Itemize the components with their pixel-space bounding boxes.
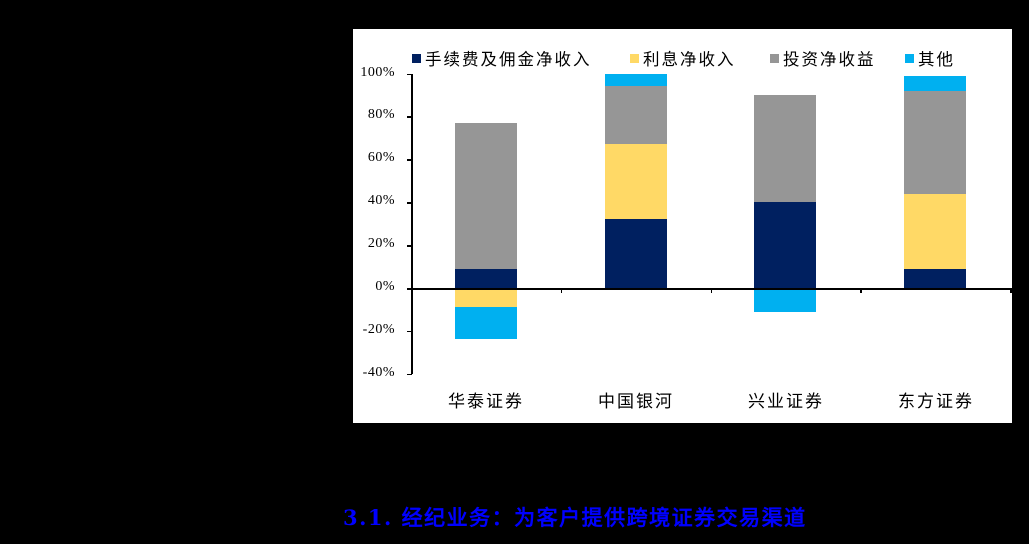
y-tick — [407, 373, 412, 376]
y-tick-label: 100% — [360, 64, 395, 80]
legend-item-investment: 投资净收益 — [770, 46, 876, 70]
legend-label: 投资净收益 — [783, 50, 876, 69]
bar-segment — [454, 307, 517, 340]
legend: 手续费及佣金净收入 利息净收入 投资净收益 其他 — [353, 46, 1012, 70]
bar-segment — [754, 202, 817, 288]
chart-panel: 手续费及佣金净收入 利息净收入 投资净收益 其他 100% 80% 60% 40% 20… — [353, 29, 1012, 423]
legend-swatch-yellow — [630, 53, 639, 63]
y-tick-label: 0% — [375, 279, 395, 294]
y-tick-label: 40% — [367, 193, 395, 209]
bar-segment — [604, 86, 667, 145]
y-tick — [407, 288, 412, 290]
bar-segment — [754, 288, 817, 312]
x-tick — [560, 288, 563, 293]
legend-label: 其他 — [918, 50, 955, 69]
bar-segment — [454, 122, 517, 269]
legend-label: 利息净收入 — [643, 50, 736, 69]
y-tick-label: -20% — [362, 321, 395, 337]
y-tick — [407, 116, 412, 118]
legend-swatch-navy — [412, 53, 421, 63]
y-axis — [411, 73, 413, 374]
y-tick — [407, 202, 412, 204]
y-tick — [407, 245, 412, 247]
legend-swatch-blue — [905, 53, 914, 63]
legend-item-fee-commission: 手续费及佣金净收入 — [412, 46, 592, 70]
bar-segment — [904, 193, 967, 269]
x-label-xingye: 兴业证券 — [748, 392, 824, 412]
y-tick-label: 20% — [367, 236, 395, 252]
y-tick — [407, 330, 412, 333]
legend-label: 手续费及佣金净收入 — [425, 50, 592, 69]
bar-segment — [904, 75, 967, 91]
bar-segment — [604, 144, 667, 220]
legend-item-interest: 利息净收入 — [630, 46, 736, 70]
bar-segment — [604, 219, 667, 288]
section-heading: 3.1. 经纪业务：为客户提供跨境证券交易渠道 — [343, 505, 807, 530]
y-tick-label: -40% — [362, 364, 395, 380]
x-tick — [710, 288, 712, 293]
bar-segment — [754, 94, 817, 203]
x-tick — [1010, 288, 1012, 293]
legend-item-other: 其他 — [905, 46, 955, 70]
x-axis — [411, 288, 1010, 290]
y-tick-label: 60% — [367, 150, 395, 166]
x-label-galaxy: 中国银河 — [598, 392, 674, 412]
x-tick — [860, 288, 862, 293]
x-label-huatai: 华泰证券 — [448, 392, 524, 412]
bar-segment — [604, 73, 667, 87]
y-tick — [407, 159, 412, 161]
x-label-dongfang: 东方证券 — [898, 392, 974, 412]
bar-segment — [454, 268, 517, 288]
bar-segment — [454, 288, 517, 308]
y-tick-label: 80% — [367, 107, 395, 123]
legend-swatch-gray — [770, 53, 779, 63]
bar-segment — [904, 268, 967, 288]
bar-segment — [904, 90, 967, 194]
y-tick — [407, 73, 412, 75]
